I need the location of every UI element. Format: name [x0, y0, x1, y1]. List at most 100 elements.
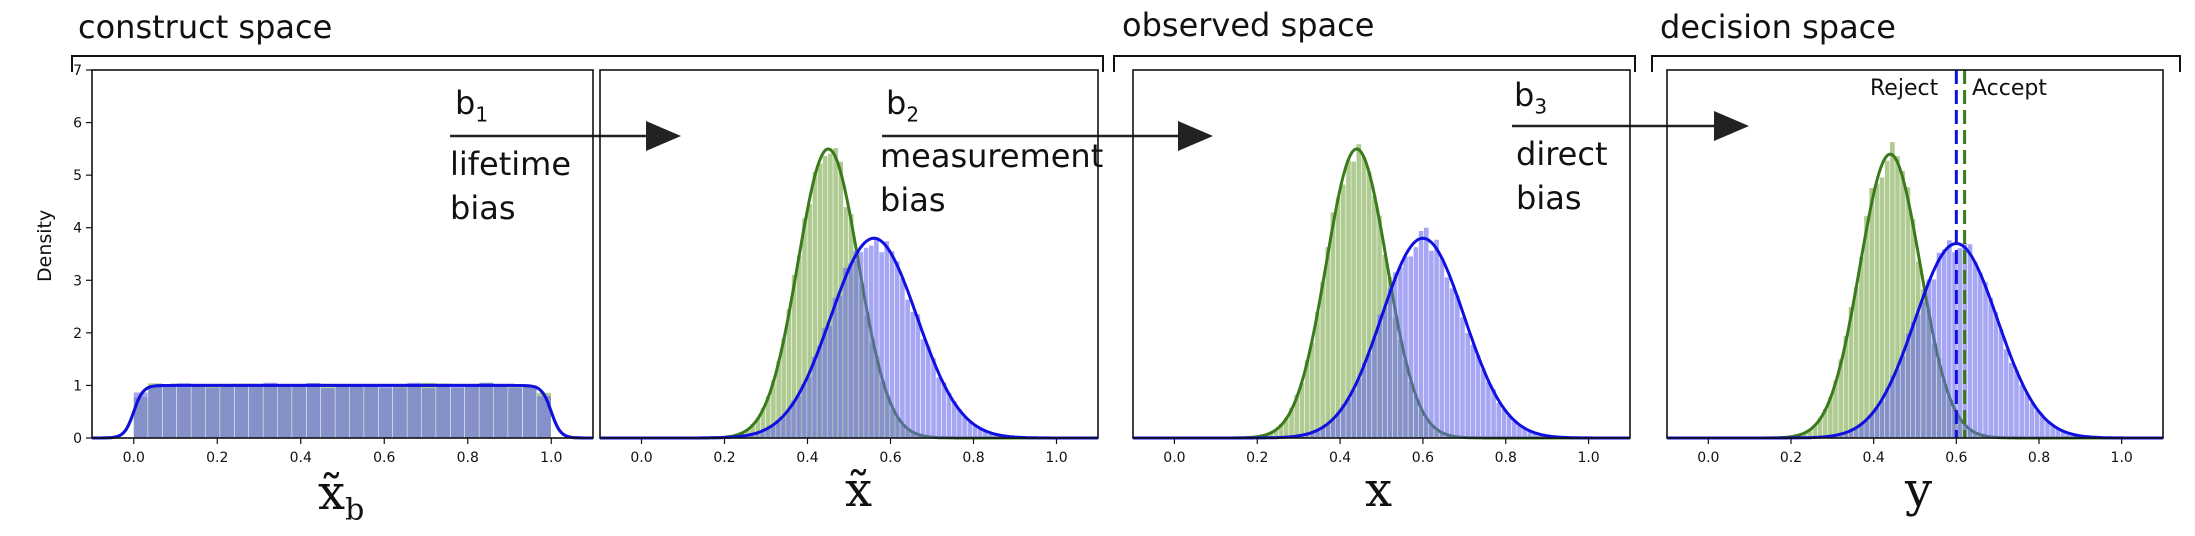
- histogram-bar: [1998, 329, 2004, 438]
- histogram-bar: [522, 386, 537, 438]
- bias-1-symbol: b1: [455, 84, 489, 127]
- histogram-bar: [2055, 428, 2061, 438]
- histogram-bar: [791, 400, 796, 438]
- chart-panel-1: 0.0 0.2 0.4 0.6 0.8 1.0 0 1 2 3 4 5 6 7: [73, 63, 594, 466]
- histogram-bar: [1537, 434, 1543, 438]
- histogram-bar: [755, 418, 761, 438]
- histogram-bar: [1931, 279, 1937, 438]
- histogram-bar: [1916, 314, 1921, 438]
- histogram-bar: [1387, 288, 1393, 438]
- histogram-bar: [1341, 184, 1346, 438]
- chart-panel-4: 0.0 0.2 0.4 0.6 0.8 1.0: [1666, 69, 2164, 466]
- histogram-bar: [1838, 433, 1844, 438]
- histogram-bar: [1869, 414, 1875, 438]
- histogram-bar: [1884, 160, 1890, 438]
- histogram-bar: [1289, 407, 1294, 438]
- histogram-bar: [1356, 378, 1362, 438]
- bias-2-symbol: b2: [886, 84, 920, 127]
- histogram-bar: [1460, 317, 1465, 438]
- histogram-bar: [1268, 432, 1274, 438]
- histogram-bar: [1455, 295, 1460, 438]
- histogram-bar: [1885, 388, 1890, 438]
- histogram-bar: [786, 309, 792, 438]
- histogram-bar: [1449, 288, 1455, 438]
- histogram-bar: [1418, 231, 1424, 438]
- histogram-bar: [1439, 258, 1445, 438]
- histogram-bar: [770, 425, 775, 438]
- histogram-bar: [771, 380, 776, 438]
- histogram-bar: [1424, 227, 1429, 438]
- histogram-bar: [946, 392, 952, 438]
- histogram-bar: [936, 377, 941, 438]
- histogram-bar: [781, 338, 786, 438]
- histogram-bar: [1879, 177, 1885, 438]
- histogram-bar: [1315, 311, 1320, 438]
- histogram-bar: [848, 263, 853, 438]
- histogram-bar: [1501, 409, 1507, 438]
- histogram-bar: [1372, 195, 1377, 438]
- x-tick-label: 1.0: [1045, 450, 1067, 466]
- variable-label-4: y: [1905, 462, 1933, 518]
- histogram-bar: [2024, 392, 2030, 438]
- histogram-bar: [249, 386, 263, 438]
- histogram-bar: [1874, 407, 1880, 438]
- histogram-bar: [926, 346, 931, 438]
- histogram-bar: [1910, 321, 1916, 438]
- y-tick-label: 1: [73, 378, 82, 394]
- histogram-bar: [952, 401, 957, 438]
- histogram-bar: [1372, 336, 1377, 438]
- histogram-bar: [827, 325, 833, 438]
- histogram-bar: [2019, 384, 2024, 438]
- x-tick-label: 0.0: [630, 450, 652, 466]
- histogram-bar: [972, 425, 978, 438]
- histogram-bar: [775, 420, 781, 438]
- y-tick-label: 7: [73, 63, 82, 79]
- reject-label: Reject: [1870, 76, 1939, 101]
- histogram-bar: [2065, 433, 2071, 438]
- y-tick-label: 3: [73, 273, 82, 289]
- histogram-bar: [378, 385, 393, 438]
- histogram-bar: [1325, 247, 1331, 438]
- histogram-bar: [1496, 403, 1501, 438]
- histogram-bar: [977, 428, 983, 438]
- histogram-bar: [780, 416, 786, 438]
- histogram-bar: [1983, 282, 1988, 438]
- histogram-bar: [797, 255, 802, 438]
- histogram-bar: [234, 385, 249, 438]
- histogram-bar: [2060, 430, 2066, 438]
- x-tick-label: 0.8: [1495, 450, 1517, 466]
- histogram-bar: [1817, 418, 1823, 438]
- histogram-bar: [1807, 429, 1812, 438]
- histogram-bar: [791, 274, 797, 438]
- histogram-bar: [1527, 431, 1533, 438]
- histogram-bar: [749, 434, 755, 438]
- histogram-bar: [889, 251, 895, 438]
- histogram-bar: [1900, 356, 1906, 438]
- histogram-bar: [1859, 423, 1864, 438]
- variable-label-3: x: [1365, 462, 1393, 518]
- histogram-bar: [760, 430, 765, 438]
- x-tick-label: 0.6: [373, 450, 395, 466]
- histogram-bar: [1480, 369, 1486, 438]
- x-tick-label: 0.4: [1329, 450, 1351, 466]
- histogram-bar: [1486, 381, 1491, 438]
- histogram-bar: [321, 388, 335, 438]
- x-tick-label: 0.8: [962, 450, 984, 466]
- histogram-bar: [1522, 428, 1527, 438]
- histogram-bar: [1346, 399, 1351, 438]
- histogram-bar: [765, 396, 771, 438]
- histogram-blue: [1289, 227, 1558, 438]
- histogram-bar: [1377, 314, 1382, 438]
- plot-frame: [1666, 69, 2164, 439]
- histogram-bar: [479, 382, 494, 438]
- histogram-bar: [920, 339, 926, 438]
- histogram-bar: [817, 163, 823, 438]
- x-tick-label: 0.6: [879, 450, 901, 466]
- histogram-bar: [349, 385, 364, 438]
- histogram-bar: [1905, 333, 1911, 438]
- histogram-bar: [941, 382, 947, 438]
- histogram-bar: [1843, 336, 1849, 438]
- histogram-bar: [1952, 252, 1957, 438]
- x-tick-label: 1.0: [1577, 450, 1599, 466]
